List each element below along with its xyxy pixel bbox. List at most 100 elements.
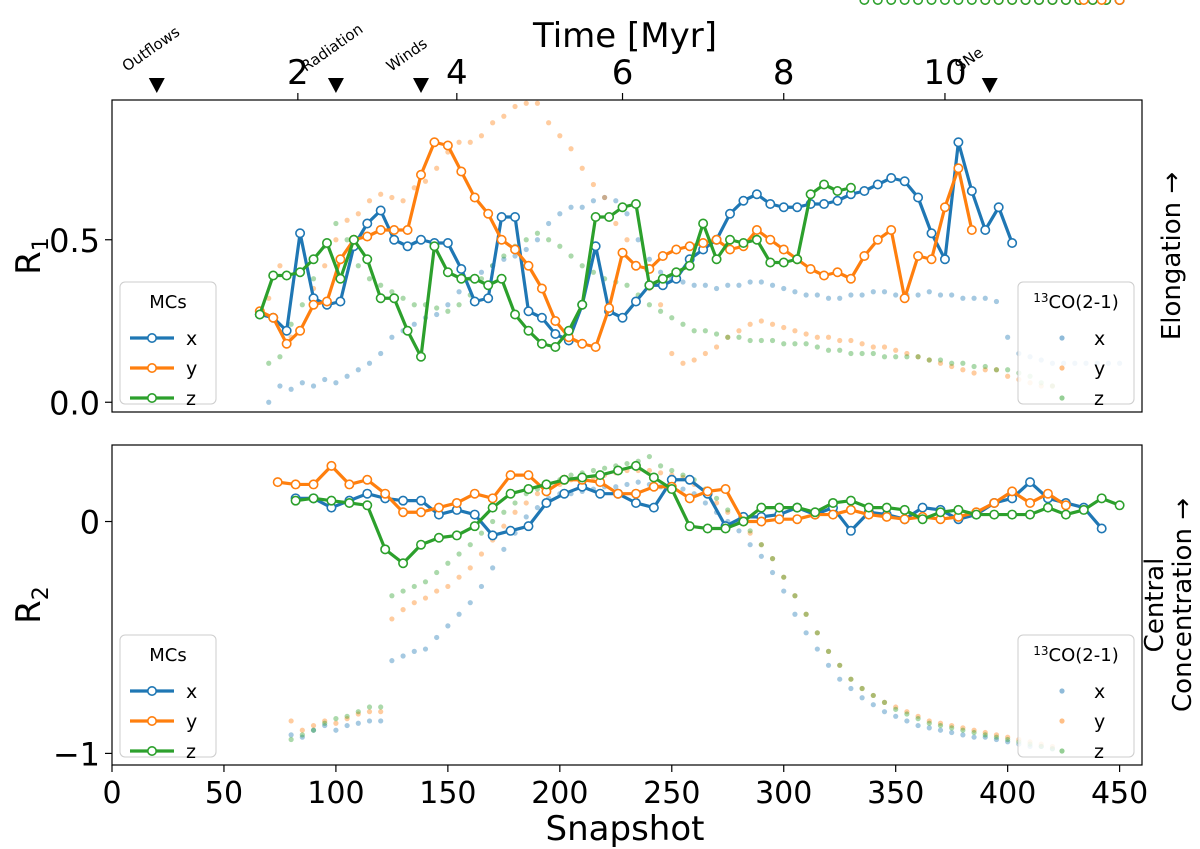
mc-point-z (496, 273, 507, 284)
co-point-z (893, 354, 899, 360)
co-point-x (825, 662, 832, 668)
mc-point-y (389, 225, 400, 236)
legend-title: 13CO(2-1) (1033, 644, 1118, 666)
co-point-z (310, 727, 317, 733)
co-point-y (534, 100, 541, 106)
co-point-x (825, 295, 832, 301)
co-point-x (769, 569, 776, 576)
mc-point-y (648, 481, 659, 492)
mc-point-z (935, 507, 946, 518)
co-point-y (657, 302, 664, 308)
mc-point-z (344, 497, 355, 508)
mc-point-y (805, 263, 816, 274)
co-point-z (366, 276, 373, 282)
mc-point-z (765, 257, 776, 268)
co-point-x (579, 204, 585, 210)
mc-point-y (702, 486, 713, 497)
mc-point-z (335, 273, 346, 284)
mc-point-z (577, 472, 588, 483)
mc-point-z (819, 179, 830, 190)
co-point-x (803, 292, 809, 298)
co-point-z (366, 704, 373, 710)
co-point-x (993, 298, 1000, 305)
mc-point-x (335, 296, 346, 307)
co-point-z (277, 354, 283, 360)
mc-point-z (644, 280, 655, 291)
mc-point-y (774, 514, 785, 525)
mc-point-z (1060, 509, 1071, 520)
mc-point-y (344, 479, 355, 490)
co-point-x (758, 279, 764, 285)
co-point-z (434, 569, 440, 576)
co-point-x (725, 282, 731, 288)
legend-label-z: z (1094, 741, 1104, 763)
co-point-z (590, 269, 597, 275)
co-point-z (355, 709, 361, 715)
co-point-z (523, 237, 529, 243)
mc-point-z (1025, 509, 1036, 520)
mc-point-x (1025, 477, 1036, 488)
legend-marker-x (147, 685, 158, 696)
co-point-y (434, 588, 440, 594)
co-point-y (915, 713, 921, 719)
co-point-z (859, 350, 865, 357)
mc-point-x (1096, 523, 1107, 534)
co-point-y (568, 146, 574, 152)
co-point-y (355, 211, 361, 217)
x-tick-label: 50 (205, 776, 243, 811)
y-tick-label: −1 (53, 735, 100, 773)
mc-point-z (827, 497, 838, 508)
mc-point-x (778, 202, 789, 213)
co-point-x (915, 292, 921, 298)
co-point-z (814, 630, 820, 636)
mc-point-x (966, 186, 977, 197)
co-point-z (747, 337, 753, 344)
co-point-z (702, 328, 708, 334)
mc-point-y (845, 273, 856, 284)
y-label-base: R (9, 600, 49, 624)
co-point-z (747, 528, 753, 534)
mc-point-z (971, 509, 982, 520)
co-point-x (1005, 739, 1011, 745)
co-point-y (881, 344, 888, 350)
co-point-y (870, 692, 876, 699)
legend-13co: 13CO(2-1) xyz (1017, 281, 1135, 410)
mc-point-z (720, 523, 731, 534)
co-point-x (624, 481, 630, 488)
co-point-z (926, 720, 932, 726)
co-point-y (501, 113, 507, 119)
co-point-z (501, 253, 507, 259)
mc-point-z (362, 254, 373, 265)
co-point-z (993, 734, 1000, 740)
mc-point-y (711, 234, 722, 245)
co-point-y (456, 574, 462, 580)
mc-point-y (375, 225, 386, 236)
y-axis-label: R2 (9, 586, 54, 624)
legend-marker-z (1059, 395, 1065, 401)
mc-point-z (917, 514, 928, 525)
co-point-y (366, 709, 373, 715)
mc-point-y (295, 325, 306, 336)
co-point-x (322, 722, 328, 729)
co-point-y (792, 328, 798, 334)
co-point-z (344, 713, 350, 719)
co-point-x (982, 295, 988, 301)
mc-point-z (268, 270, 279, 281)
mc-point-x (469, 296, 480, 307)
legend-label-y: y (1094, 711, 1105, 733)
co-point-x (747, 542, 753, 548)
co-point-y (993, 367, 1000, 373)
co-point-z (490, 518, 496, 525)
mc-point-y (433, 502, 444, 513)
event-label: Outflows (119, 23, 183, 76)
top-tick-label: 2 (287, 53, 309, 93)
co-point-z (512, 500, 518, 506)
co-point-z (478, 530, 485, 536)
co-point-y (848, 676, 854, 682)
right-label-line1: Central (1140, 558, 1170, 653)
co-point-x (657, 269, 664, 275)
co-point-x (926, 289, 932, 295)
mc-point-z (469, 273, 480, 284)
panel-frame (111, 99, 1143, 413)
